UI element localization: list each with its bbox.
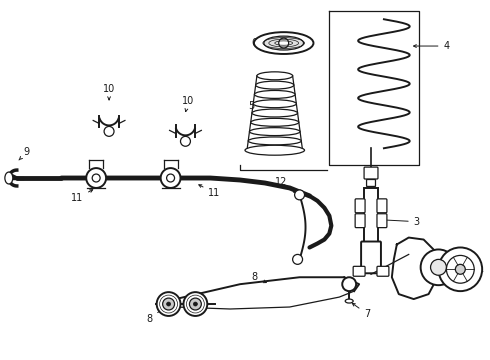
Ellipse shape <box>245 145 305 155</box>
FancyBboxPatch shape <box>377 214 387 228</box>
Text: 3: 3 <box>383 217 420 227</box>
Text: 8: 8 <box>252 272 266 283</box>
Circle shape <box>92 174 100 182</box>
Polygon shape <box>392 238 439 299</box>
Text: 10: 10 <box>103 84 115 100</box>
Circle shape <box>190 298 201 310</box>
Text: 5: 5 <box>248 100 271 111</box>
Ellipse shape <box>256 81 294 89</box>
Ellipse shape <box>254 32 314 54</box>
Circle shape <box>446 255 474 283</box>
Circle shape <box>167 302 171 306</box>
Text: 1: 1 <box>464 264 484 274</box>
Ellipse shape <box>248 137 301 145</box>
Circle shape <box>420 249 456 285</box>
Circle shape <box>180 136 191 146</box>
Text: 12: 12 <box>275 177 296 193</box>
FancyBboxPatch shape <box>355 214 365 228</box>
Circle shape <box>293 255 302 264</box>
FancyBboxPatch shape <box>353 266 365 276</box>
Ellipse shape <box>252 109 297 117</box>
Ellipse shape <box>247 146 302 154</box>
FancyBboxPatch shape <box>367 180 375 186</box>
Circle shape <box>294 190 305 200</box>
Circle shape <box>455 264 466 274</box>
Ellipse shape <box>253 100 296 108</box>
Circle shape <box>167 174 174 182</box>
Text: 6: 6 <box>252 38 280 48</box>
Circle shape <box>86 168 106 188</box>
Circle shape <box>194 302 197 306</box>
Text: 4: 4 <box>414 41 450 51</box>
Circle shape <box>163 298 174 310</box>
FancyBboxPatch shape <box>355 199 365 213</box>
Circle shape <box>439 247 482 291</box>
Circle shape <box>431 260 446 275</box>
Circle shape <box>183 292 207 316</box>
Text: 7: 7 <box>352 303 370 319</box>
Text: 9: 9 <box>19 147 30 160</box>
Circle shape <box>279 38 289 48</box>
FancyBboxPatch shape <box>364 188 378 243</box>
FancyBboxPatch shape <box>377 199 387 213</box>
FancyBboxPatch shape <box>377 266 389 276</box>
Text: 2: 2 <box>441 249 460 265</box>
Ellipse shape <box>251 118 299 126</box>
Ellipse shape <box>345 299 353 303</box>
Text: 11: 11 <box>199 185 221 198</box>
Circle shape <box>157 292 180 316</box>
FancyBboxPatch shape <box>364 167 378 179</box>
Text: 11: 11 <box>71 190 93 203</box>
Ellipse shape <box>257 72 293 80</box>
Text: 10: 10 <box>182 96 195 112</box>
Ellipse shape <box>249 128 300 136</box>
Circle shape <box>104 126 114 136</box>
FancyBboxPatch shape <box>361 242 381 273</box>
Ellipse shape <box>5 172 13 184</box>
Circle shape <box>342 277 356 291</box>
Ellipse shape <box>264 36 303 50</box>
Ellipse shape <box>254 90 295 98</box>
Text: 8: 8 <box>147 306 166 324</box>
Circle shape <box>161 168 180 188</box>
